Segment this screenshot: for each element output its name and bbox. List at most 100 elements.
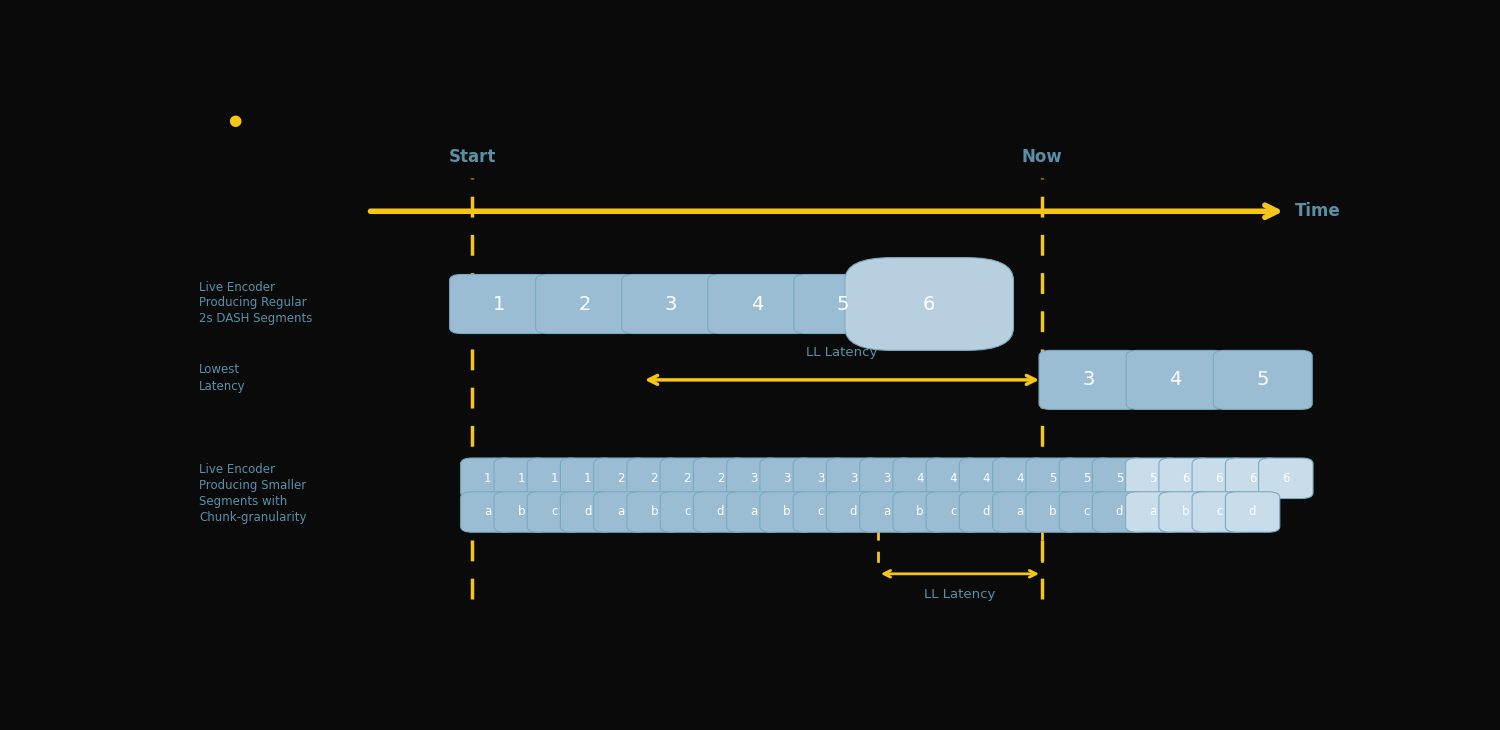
FancyBboxPatch shape <box>627 492 681 532</box>
FancyBboxPatch shape <box>760 458 814 499</box>
Text: 5: 5 <box>1116 472 1124 485</box>
FancyBboxPatch shape <box>627 458 681 499</box>
Text: 5: 5 <box>1257 370 1269 389</box>
Text: 6: 6 <box>1250 472 1257 485</box>
FancyBboxPatch shape <box>827 492 880 532</box>
Text: b: b <box>783 505 790 518</box>
FancyBboxPatch shape <box>460 458 514 499</box>
FancyBboxPatch shape <box>960 458 1014 499</box>
FancyBboxPatch shape <box>726 492 782 532</box>
FancyBboxPatch shape <box>460 492 514 532</box>
FancyBboxPatch shape <box>693 492 748 532</box>
FancyBboxPatch shape <box>1125 492 1180 532</box>
FancyBboxPatch shape <box>1125 458 1180 499</box>
FancyBboxPatch shape <box>760 492 814 532</box>
FancyBboxPatch shape <box>1092 458 1148 499</box>
Text: 4: 4 <box>982 472 990 485</box>
Text: LL Latency: LL Latency <box>924 588 996 601</box>
Text: b: b <box>916 505 924 518</box>
Text: 6: 6 <box>1215 472 1222 485</box>
Text: 2: 2 <box>717 472 724 485</box>
Text: Chunk-granularity: Chunk-granularity <box>200 510 306 523</box>
Text: b: b <box>518 505 525 518</box>
Text: 2: 2 <box>616 472 624 485</box>
Text: 3: 3 <box>850 472 858 485</box>
Text: Start: Start <box>448 148 497 166</box>
Text: a: a <box>750 505 758 518</box>
FancyBboxPatch shape <box>827 458 880 499</box>
FancyBboxPatch shape <box>450 274 549 334</box>
FancyBboxPatch shape <box>660 458 714 499</box>
FancyBboxPatch shape <box>892 492 948 532</box>
FancyBboxPatch shape <box>1192 458 1246 499</box>
FancyBboxPatch shape <box>494 458 549 499</box>
FancyBboxPatch shape <box>1226 458 1280 499</box>
Text: d: d <box>850 505 858 518</box>
Text: b: b <box>651 505 658 518</box>
FancyBboxPatch shape <box>892 458 948 499</box>
FancyBboxPatch shape <box>708 274 807 334</box>
FancyBboxPatch shape <box>1160 458 1214 499</box>
Text: 1: 1 <box>494 294 506 313</box>
FancyBboxPatch shape <box>859 492 913 532</box>
Text: d: d <box>717 505 724 518</box>
Text: Live Encoder: Live Encoder <box>200 464 274 477</box>
Text: Live Encoder: Live Encoder <box>200 280 274 293</box>
Text: 5: 5 <box>837 294 849 313</box>
FancyBboxPatch shape <box>859 458 913 499</box>
Text: 1: 1 <box>484 472 492 485</box>
Text: c: c <box>550 505 558 518</box>
FancyBboxPatch shape <box>594 492 648 532</box>
FancyBboxPatch shape <box>1092 492 1148 532</box>
FancyBboxPatch shape <box>926 492 981 532</box>
Text: Producing Smaller: Producing Smaller <box>200 479 306 492</box>
Text: 3: 3 <box>750 472 758 485</box>
FancyBboxPatch shape <box>693 458 748 499</box>
Text: 1: 1 <box>518 472 525 485</box>
FancyBboxPatch shape <box>660 492 714 532</box>
Text: 1: 1 <box>550 472 558 485</box>
FancyBboxPatch shape <box>960 492 1014 532</box>
Text: a: a <box>1016 505 1023 518</box>
Text: 3: 3 <box>884 472 891 485</box>
Text: c: c <box>684 505 690 518</box>
FancyBboxPatch shape <box>1226 492 1280 532</box>
FancyBboxPatch shape <box>621 274 720 334</box>
Text: c: c <box>1216 505 1222 518</box>
FancyBboxPatch shape <box>1258 458 1312 499</box>
Text: a: a <box>884 505 891 518</box>
Text: Lowest: Lowest <box>200 364 240 376</box>
Text: d: d <box>1116 505 1124 518</box>
Text: 2: 2 <box>579 294 591 313</box>
Text: 1: 1 <box>584 472 591 485</box>
FancyBboxPatch shape <box>1214 350 1312 410</box>
FancyBboxPatch shape <box>1026 492 1080 532</box>
FancyBboxPatch shape <box>993 492 1047 532</box>
Text: d: d <box>1250 505 1257 518</box>
Text: b: b <box>1182 505 1190 518</box>
Text: Now: Now <box>1022 148 1062 166</box>
FancyBboxPatch shape <box>1059 492 1113 532</box>
Text: 2: 2 <box>651 472 658 485</box>
FancyBboxPatch shape <box>993 458 1047 499</box>
Text: b: b <box>1050 505 1058 518</box>
FancyBboxPatch shape <box>1040 350 1138 410</box>
Text: c: c <box>1083 505 1089 518</box>
FancyBboxPatch shape <box>794 492 847 532</box>
Text: 3: 3 <box>664 294 678 313</box>
Text: 5: 5 <box>1083 472 1090 485</box>
Text: 5: 5 <box>1050 472 1058 485</box>
Text: d: d <box>982 505 990 518</box>
Text: d: d <box>584 505 591 518</box>
Text: 4: 4 <box>916 472 924 485</box>
FancyBboxPatch shape <box>844 258 1014 350</box>
Text: 6: 6 <box>1282 472 1290 485</box>
FancyBboxPatch shape <box>1160 492 1214 532</box>
Text: 4: 4 <box>950 472 957 485</box>
FancyBboxPatch shape <box>494 492 549 532</box>
Text: 6: 6 <box>1182 472 1190 485</box>
Text: LL Latency: LL Latency <box>807 345 877 358</box>
Text: 3: 3 <box>783 472 790 485</box>
FancyBboxPatch shape <box>794 274 892 334</box>
FancyBboxPatch shape <box>1192 492 1246 532</box>
